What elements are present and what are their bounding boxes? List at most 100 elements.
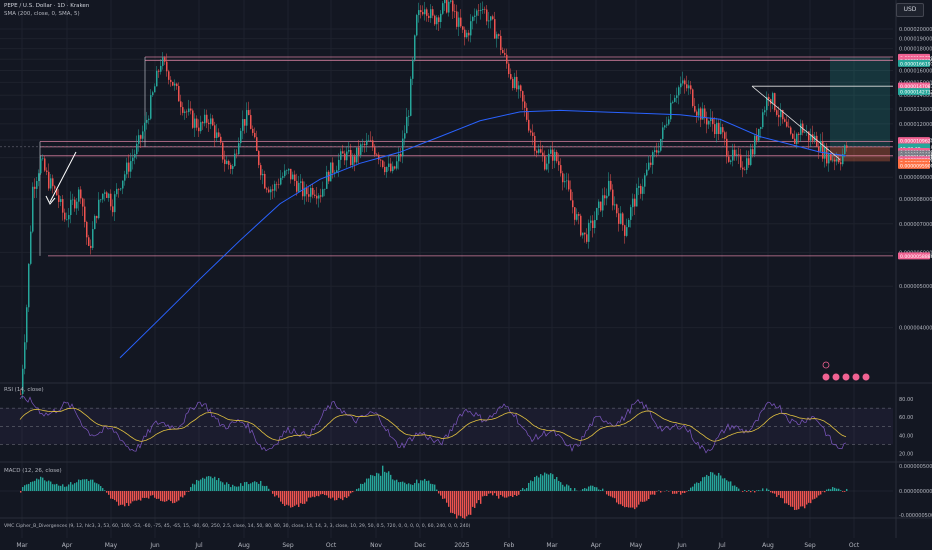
macd-bar — [200, 479, 202, 491]
candle-body — [28, 263, 30, 308]
sma-legend[interactable]: SMA (200, close, 0, SMA, 5) — [4, 11, 80, 17]
candle-body — [170, 79, 172, 82]
macd-bar — [462, 491, 464, 518]
macd-bar — [386, 472, 388, 491]
macd-bar — [820, 491, 822, 495]
time-tick-jun: Jun — [676, 542, 687, 549]
macd-bar — [376, 472, 378, 491]
macd-bar — [152, 491, 154, 496]
macd-bar — [590, 485, 592, 491]
macd-bar — [676, 491, 678, 494]
macd-bar — [776, 491, 778, 497]
macd-bar — [582, 488, 584, 491]
candle-body — [84, 206, 86, 222]
macd-bar — [230, 487, 232, 491]
macd-bar — [824, 491, 826, 493]
sma-line — [119, 109, 847, 359]
candle-body — [300, 181, 302, 183]
candle-body — [30, 231, 32, 264]
candle-body — [348, 150, 350, 152]
macd-bar — [550, 473, 552, 491]
macd-bar — [754, 491, 756, 493]
candle-body — [530, 130, 532, 133]
candle-body — [346, 151, 348, 161]
candle-body — [130, 161, 132, 172]
candle-body — [834, 159, 836, 162]
candle-body — [142, 131, 144, 139]
macd-bar — [560, 482, 562, 491]
macd-bar — [348, 491, 350, 497]
candle-body — [724, 132, 726, 139]
macd-bar — [730, 481, 732, 491]
macd-bar — [490, 491, 492, 494]
macd-bar — [532, 481, 534, 491]
candle-body — [484, 8, 486, 10]
candle-body — [98, 199, 100, 219]
symbol-legend[interactable]: PEPE / U.S. Dollar · 1D · Kraken — [4, 3, 89, 9]
macd-bar — [826, 489, 828, 491]
candle-body — [328, 171, 330, 182]
macd-bar — [646, 491, 648, 501]
candle-body — [282, 176, 284, 178]
macd-bar — [734, 485, 736, 491]
candle-body — [408, 115, 410, 117]
macd-bar — [32, 481, 34, 491]
macd-bar — [206, 476, 208, 491]
macd-bar — [394, 480, 396, 491]
candle-body — [272, 189, 274, 191]
candle-body — [366, 140, 368, 145]
cipher-legend[interactable]: VMC Cipher_B_Divergences (9, 12, hlc3, 3… — [4, 524, 470, 529]
candle-body — [252, 128, 254, 133]
candle-body — [640, 185, 642, 194]
macd-bar — [224, 484, 226, 491]
candle-body — [750, 149, 752, 165]
candle-body — [798, 133, 800, 135]
candle-body — [610, 180, 612, 190]
macd-legend[interactable]: MACD (12, 26, close) — [4, 468, 62, 474]
price-tick: 0.00002000000 — [899, 27, 932, 33]
macd-bar — [486, 491, 488, 497]
candle-body — [260, 165, 262, 176]
candle-body — [336, 170, 338, 173]
candle-body — [266, 188, 268, 190]
macd-bar — [88, 480, 90, 491]
candle-body — [118, 188, 120, 190]
macd-bar — [506, 491, 508, 498]
candle-body — [310, 187, 312, 197]
candle-body — [292, 174, 294, 180]
macd-bar — [622, 491, 624, 506]
macd-bar — [502, 491, 504, 497]
macd-bar — [788, 491, 790, 506]
candle-body — [606, 195, 608, 199]
macd-bar — [794, 491, 796, 511]
candle-body — [676, 95, 678, 98]
macd-bar — [554, 479, 556, 491]
candle-body — [186, 111, 188, 113]
macd-bar — [804, 491, 806, 509]
candle-body — [110, 193, 112, 207]
macd-bar — [90, 479, 92, 491]
macd-bar — [814, 491, 816, 499]
macd-bar — [638, 491, 640, 505]
macd-bar — [172, 491, 174, 504]
macd-bar — [198, 480, 200, 491]
candle-body — [38, 173, 40, 182]
candle-body — [706, 118, 708, 125]
candle-body — [246, 110, 248, 126]
candle-body — [846, 145, 848, 148]
macd-bar — [466, 491, 468, 517]
macd-bar — [210, 476, 212, 491]
macd-bar — [140, 491, 142, 501]
macd-bar — [668, 491, 670, 492]
macd-bar — [512, 491, 514, 498]
macd-bar — [504, 491, 506, 498]
candle-body — [182, 107, 184, 113]
candle-body — [462, 26, 464, 30]
candle-body — [242, 119, 244, 131]
macd-bar — [568, 485, 570, 491]
macd-bar — [272, 491, 274, 494]
currency-button[interactable]: USD — [896, 3, 924, 17]
candle-body — [524, 101, 526, 108]
rsi-legend[interactable]: RSI (14, close) — [4, 387, 44, 393]
